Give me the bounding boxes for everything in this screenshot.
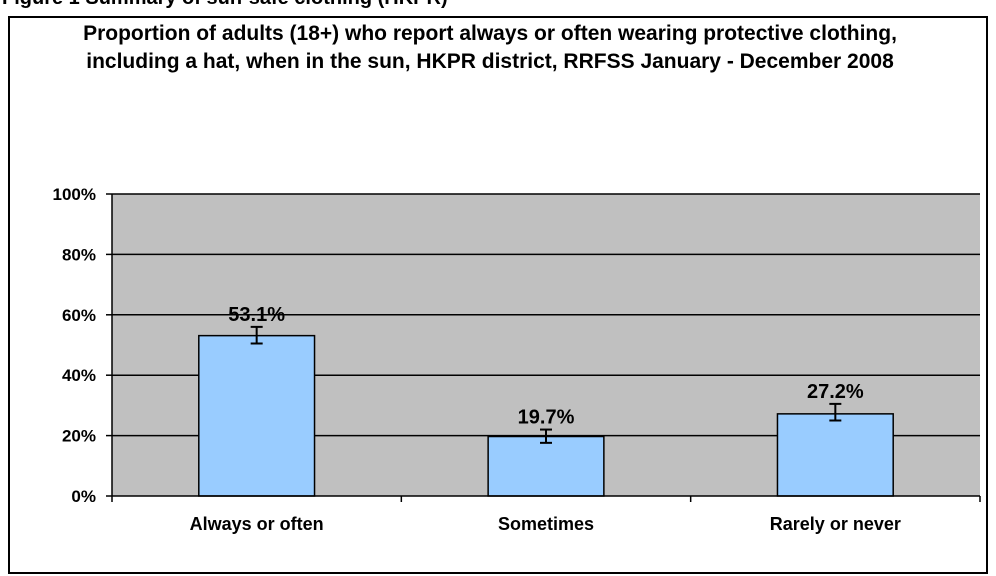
y-tick-label: 60% [62,306,96,325]
y-tick-label: 80% [62,245,96,264]
chart-title: Proportion of adults (18+) who report al… [83,22,897,73]
y-tick-label: 0% [71,487,96,506]
value-labels: 53.1% 19.7% 27.2% [228,304,864,429]
data-label: 19.7% [518,407,575,429]
bar [198,334,316,497]
y-tick-label: 20% [62,427,96,446]
bars [198,334,894,497]
error-bars [250,325,842,444]
bar [776,413,894,497]
data-label: 27.2% [807,381,864,403]
figure-caption: Figure 1 Summary of sun-safe clothing (H… [2,0,448,10]
category-label: Always or often [190,514,324,534]
y-axis: 0% 20% 40% 60% 80% 100% [53,185,113,506]
x-axis: Always or often Sometimes Rarely or never [111,495,981,534]
y-tick-label: 100% [53,185,96,204]
y-tick-label: 40% [62,366,96,385]
data-label: 53.1% [228,304,285,326]
category-label: Rarely or never [770,514,901,534]
category-label: Sometimes [498,514,594,534]
bar [487,435,605,497]
